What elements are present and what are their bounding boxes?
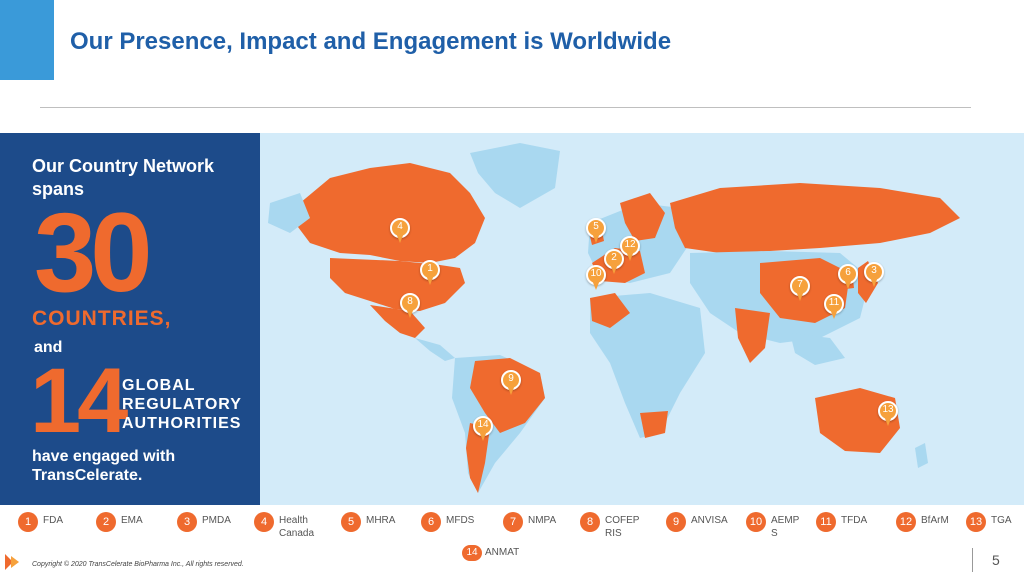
greenland-shape [470, 143, 560, 208]
map-pin-11: 11 [824, 294, 844, 320]
scandinavia-shape [620, 193, 665, 241]
central-america-shape [415, 338, 455, 361]
map-pin-9: 9 [501, 370, 521, 396]
countries-label: COUNTRIES, [32, 307, 172, 330]
network-intro-text: Our Country Network spans [32, 156, 215, 199]
title-divider [40, 107, 971, 108]
copyright-text: Copyright © 2020 TransCelerate BioPharma… [32, 561, 244, 568]
usa-shape [330, 258, 465, 311]
south-africa-shape [640, 411, 668, 438]
page-title: Our Presence, Impact and Engagement is W… [70, 28, 672, 55]
india-shape [735, 308, 770, 363]
map-pin-6: 6 [838, 264, 858, 290]
new-zealand-shape [915, 443, 928, 468]
map-pin-12: 12 [620, 236, 640, 262]
africa-shape [590, 293, 705, 438]
map-pin-2: 2 [604, 249, 624, 275]
australia-shape [815, 388, 900, 453]
map-pin-8: 8 [400, 293, 420, 319]
engaged-text: have engaged with TransCelerate. [32, 448, 176, 484]
north-africa-shape [590, 293, 630, 328]
accent-block [0, 0, 54, 80]
country-count: 30 [34, 190, 153, 315]
company-logo-icon [5, 554, 19, 570]
page-number: 5 [992, 552, 1000, 568]
alaska-shape [268, 193, 310, 233]
japan-shape [858, 261, 878, 303]
map-pin-7: 7 [790, 276, 810, 302]
page-number-divider [972, 548, 973, 572]
stats-panel: Our Country Network spans 30 COUNTRIES, … [0, 133, 260, 505]
map-pin-1: 1 [420, 260, 440, 286]
world-map-graphic [268, 143, 960, 493]
map-pin-13: 13 [878, 401, 898, 427]
canada-shape [295, 163, 485, 263]
map-pin-4: 4 [390, 218, 410, 244]
map-pin-3: 3 [864, 262, 884, 288]
map-pin-10: 10 [586, 265, 606, 291]
regulator-count: 14 [30, 350, 128, 452]
russia-shape [670, 183, 960, 253]
regulators-label: GLOBAL REGULATORY AUTHORITIES [122, 377, 242, 432]
map-pin-5: 5 [586, 218, 606, 244]
and-text: and [34, 339, 63, 356]
map-pin-14: 14 [473, 416, 493, 442]
southeast-asia-shape [790, 333, 845, 365]
brazil-shape [470, 358, 545, 433]
